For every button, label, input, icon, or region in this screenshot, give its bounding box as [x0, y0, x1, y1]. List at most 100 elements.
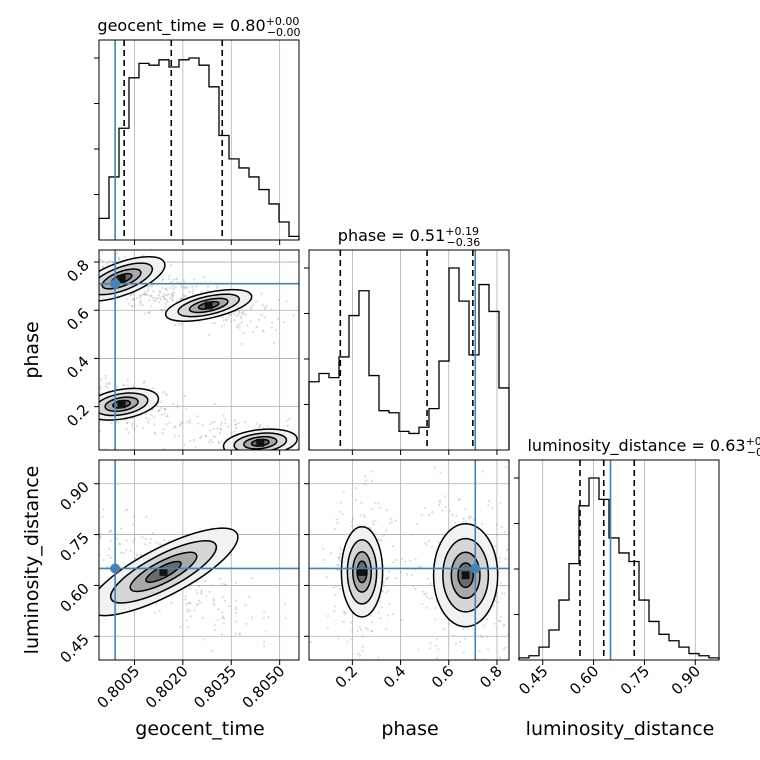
sample-point [96, 550, 98, 552]
sample-point [220, 440, 224, 443]
sample-point [256, 450, 258, 452]
sample-point [116, 537, 119, 540]
sample-point [101, 265, 104, 268]
sample-point [331, 663, 333, 665]
sample-point [158, 609, 161, 612]
sample-point [524, 601, 526, 603]
sample-point [168, 274, 171, 277]
sample-point [92, 396, 94, 398]
sample-point [286, 424, 289, 427]
sample-point [339, 501, 342, 504]
sample-point [379, 506, 382, 509]
sample-point [462, 628, 465, 631]
sample-point [101, 260, 105, 263]
sample-point [173, 426, 176, 429]
sample-point [156, 297, 159, 300]
sample-point [257, 454, 259, 456]
sample-point [493, 622, 496, 625]
x-tick-label: 0.6 [428, 662, 458, 692]
sample-point [455, 514, 458, 517]
sample-point [421, 670, 423, 672]
contour-line [99, 387, 160, 421]
sample-point [143, 291, 147, 294]
sample-point [499, 620, 502, 623]
sample-point [462, 651, 465, 654]
sample-point [195, 604, 199, 607]
sample-point [249, 307, 253, 310]
sample-point [514, 627, 516, 629]
sample-point [158, 301, 161, 304]
sample-point [87, 252, 89, 254]
sample-point [201, 616, 204, 619]
sample-point [534, 575, 536, 577]
sample-point [155, 603, 158, 606]
sample-point [238, 311, 241, 314]
sample-point [216, 286, 219, 289]
sample-point [99, 532, 102, 536]
sample-point [117, 421, 120, 424]
sample-point [352, 517, 355, 520]
sample-point [142, 293, 145, 296]
sample-point [133, 538, 136, 541]
sample-point [252, 456, 254, 458]
sample-point [238, 633, 241, 636]
sample-point [328, 446, 330, 448]
sample-point [208, 590, 211, 593]
sample-point [414, 558, 417, 561]
sample-point [46, 376, 48, 378]
sample-point [169, 286, 172, 289]
sample-point [94, 268, 96, 270]
sample-point [180, 323, 183, 326]
sample-point [150, 414, 153, 417]
sample-point [124, 548, 128, 552]
sample-point [284, 617, 287, 620]
contour-line [188, 297, 229, 314]
sample-point [342, 620, 345, 624]
sample-point [480, 522, 484, 525]
sample-point [417, 648, 420, 651]
sample-point [139, 301, 143, 305]
sample-point [204, 595, 208, 598]
contour-line [450, 551, 481, 600]
sample-point [169, 264, 173, 267]
sample-point [123, 383, 126, 386]
sample-point [92, 275, 94, 277]
title-upper: +0.19 [445, 225, 479, 238]
sample-point [162, 447, 165, 450]
sample-point [464, 637, 467, 640]
sample-point [148, 312, 151, 315]
sample-point [197, 422, 200, 425]
sample-point [430, 545, 434, 548]
sample-point [157, 543, 160, 546]
sample-point [129, 549, 132, 553]
contour-line [340, 526, 384, 618]
title-lower: −0.36 [446, 236, 480, 249]
sample-point [70, 254, 72, 256]
sample-point [124, 419, 127, 422]
sample-point [503, 623, 506, 626]
sample-point [50, 403, 52, 405]
sample-point [234, 632, 237, 635]
sample-point [87, 392, 89, 394]
sample-point [151, 387, 155, 390]
sample-point [80, 387, 82, 389]
sample-point [451, 513, 454, 516]
sample-point [221, 615, 225, 618]
sample-point [369, 527, 372, 530]
sample-point [212, 597, 215, 600]
sample-point [258, 454, 260, 456]
sample-point [162, 295, 165, 298]
sample-point [164, 392, 167, 395]
sample-point [211, 321, 214, 325]
sample-point [263, 307, 267, 310]
sample-point [160, 401, 163, 404]
sample-point [148, 310, 151, 313]
sample-point [283, 603, 287, 606]
sample-point [174, 425, 177, 428]
sample-point [237, 464, 239, 466]
sample-point [410, 573, 413, 577]
sample-point [181, 296, 185, 299]
sample-point [83, 394, 85, 396]
sample-point [191, 293, 194, 296]
density-peak [461, 571, 470, 580]
